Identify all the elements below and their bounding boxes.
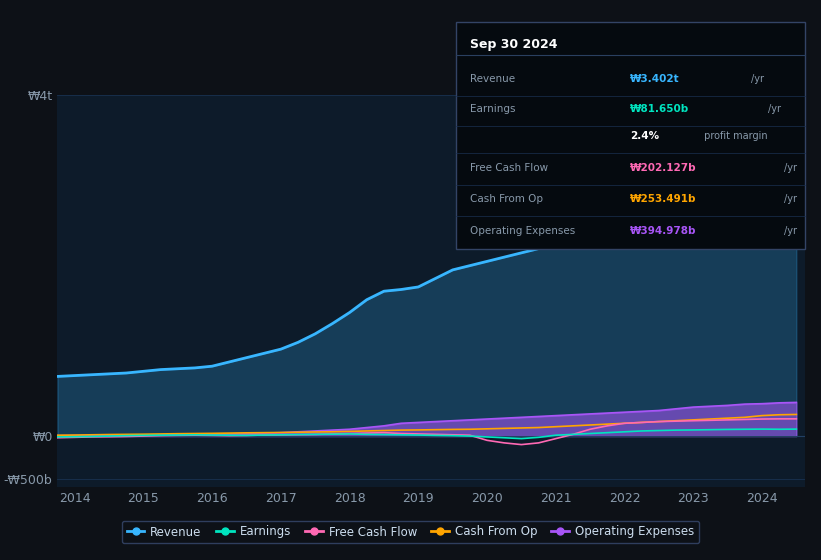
Text: Cash From Op: Cash From Op: [470, 194, 543, 204]
Text: Free Cash Flow: Free Cash Flow: [470, 162, 548, 172]
Text: Revenue: Revenue: [470, 74, 515, 84]
Text: ₩3.402t: ₩3.402t: [631, 74, 680, 84]
Text: ₩394.978b: ₩394.978b: [631, 226, 696, 236]
FancyBboxPatch shape: [456, 22, 805, 249]
Text: ₩253.491b: ₩253.491b: [631, 194, 696, 204]
Text: /yr: /yr: [751, 74, 764, 84]
Text: /yr: /yr: [768, 104, 781, 114]
Text: /yr: /yr: [784, 194, 797, 204]
Legend: Revenue, Earnings, Free Cash Flow, Cash From Op, Operating Expenses: Revenue, Earnings, Free Cash Flow, Cash …: [122, 521, 699, 543]
Text: Sep 30 2024: Sep 30 2024: [470, 38, 557, 52]
Text: ₩81.650b: ₩81.650b: [631, 104, 690, 114]
Text: 2.4%: 2.4%: [631, 131, 659, 141]
Text: Operating Expenses: Operating Expenses: [470, 226, 575, 236]
Text: Earnings: Earnings: [470, 104, 515, 114]
Text: ₩202.127b: ₩202.127b: [631, 162, 697, 172]
Text: /yr: /yr: [784, 226, 797, 236]
Text: profit margin: profit margin: [700, 131, 768, 141]
Text: /yr: /yr: [784, 162, 797, 172]
